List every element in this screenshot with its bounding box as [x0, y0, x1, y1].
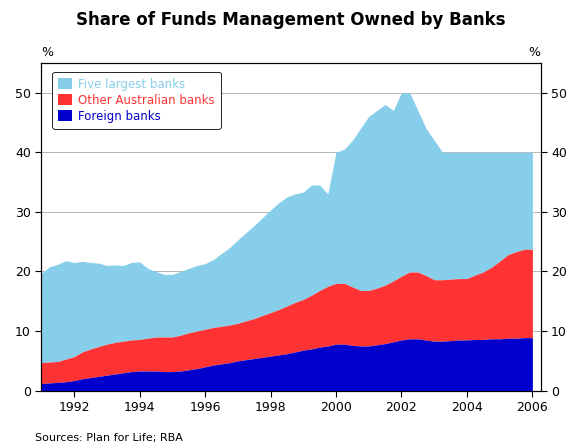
Legend: Five largest banks, Other Australian banks, Foreign banks: Five largest banks, Other Australian ban… — [52, 72, 221, 129]
Text: Sources: Plan for Life; RBA: Sources: Plan for Life; RBA — [35, 433, 183, 443]
Text: Share of Funds Management Owned by Banks: Share of Funds Management Owned by Banks — [76, 11, 506, 29]
Text: %: % — [41, 46, 54, 59]
Text: %: % — [528, 46, 541, 59]
